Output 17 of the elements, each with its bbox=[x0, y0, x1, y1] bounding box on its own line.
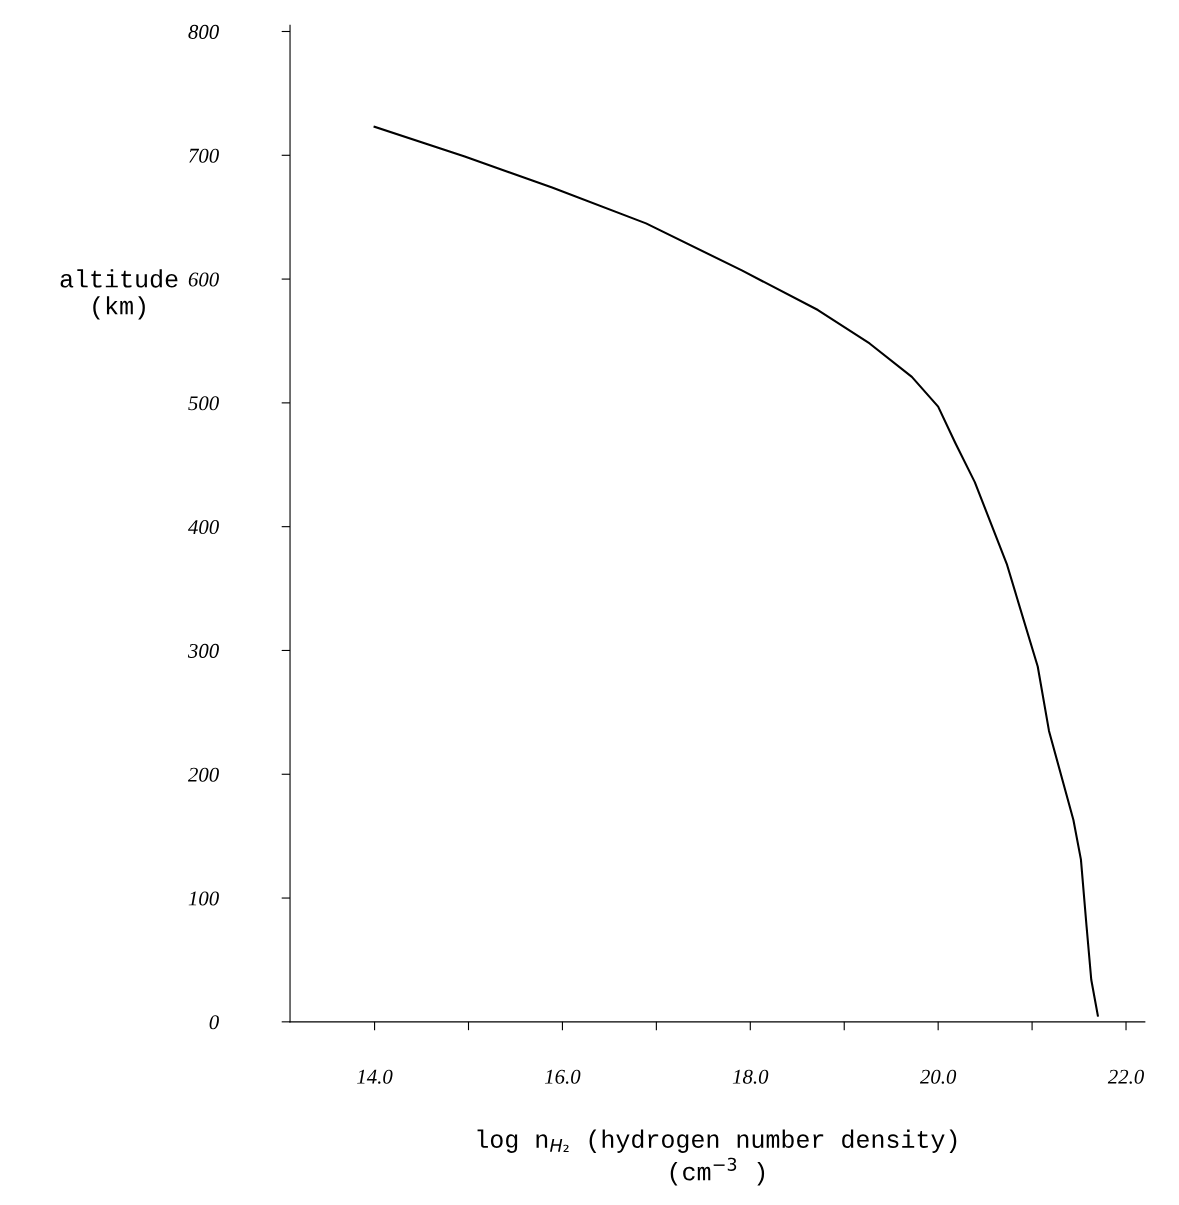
y-tick-label: 400 bbox=[188, 520, 219, 535]
y-tick-label: 800 bbox=[188, 24, 219, 39]
y-tick-label: 100 bbox=[188, 891, 219, 906]
x-tick-label: 20.0 bbox=[919, 1069, 957, 1084]
y-tick-label: 500 bbox=[188, 396, 219, 411]
x-tick-label: 22.0 bbox=[1107, 1069, 1144, 1084]
y-tick-label: 200 bbox=[187, 767, 219, 782]
y-tick-label: 300 bbox=[187, 643, 219, 658]
text: log n$_{H₂}$ (hydrogen number density) (cm$^{−3}$ ) bbox=[477, 1129, 957, 1186]
y-tick-label: 700 bbox=[189, 148, 219, 163]
x-tick-label: 16.0 bbox=[544, 1069, 581, 1084]
y-axis-title: altitude (km) bbox=[60, 269, 178, 320]
x-tick-label: 14.0 bbox=[357, 1069, 393, 1084]
y-tick-label: 600 bbox=[188, 272, 219, 287]
x-tick-label: 18.0 bbox=[732, 1069, 769, 1084]
line-series bbox=[373, 125, 1099, 1017]
y-tick-label: 0 bbox=[209, 1015, 219, 1030]
